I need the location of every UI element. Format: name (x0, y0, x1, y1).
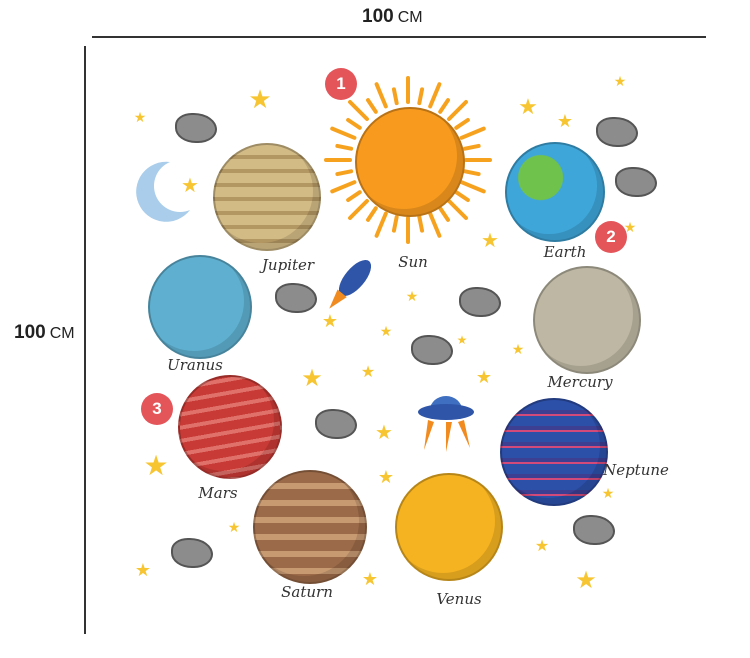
saturn-planet (253, 470, 367, 584)
star-icon: ★ (623, 220, 637, 236)
star-icon: ★ (518, 95, 538, 120)
height-dimension-line (84, 46, 86, 634)
star-icon: ★ (613, 74, 627, 90)
star-icon: ★ (556, 111, 574, 132)
star-icon: ★ (475, 367, 493, 388)
star-icon: ★ (360, 362, 376, 381)
star-icon: ★ (143, 449, 169, 482)
star-icon: ★ (181, 173, 199, 197)
mercury-label: Mercury (547, 373, 613, 391)
asteroid-icon (171, 538, 213, 568)
star-icon: ★ (133, 110, 147, 126)
asteroid-icon (459, 287, 501, 317)
star-icon: ★ (575, 566, 597, 594)
height-unit: CM (49, 325, 75, 342)
asteroid-icon (411, 335, 453, 365)
jupiter-planet (213, 143, 321, 251)
width-dimension-label: 100 CM (362, 6, 423, 28)
star-icon: ★ (134, 560, 152, 581)
star-icon: ★ (248, 85, 272, 115)
ufo-icon (418, 396, 474, 452)
mercury-planet (533, 266, 641, 374)
star-icon: ★ (301, 364, 323, 392)
width-unit: CM (397, 9, 423, 26)
star-icon: ★ (375, 420, 393, 444)
badge-1: 1 (325, 68, 357, 100)
height-dimension-label: 100 CM (14, 322, 75, 344)
moon-icon (136, 161, 190, 222)
width-dimension-line (92, 36, 706, 38)
star-icon: ★ (481, 228, 499, 252)
jupiter-label: Jupiter (261, 256, 315, 274)
star-icon: ★ (534, 536, 550, 555)
star-icon: ★ (379, 324, 393, 340)
venus-planet (395, 473, 503, 581)
asteroid-icon (275, 283, 317, 313)
venus-label: Venus (436, 590, 482, 608)
badge-3: 3 (141, 393, 173, 425)
sun-planet (355, 107, 465, 217)
neptune-label: Neptune (603, 461, 669, 479)
uranus-planet (148, 255, 252, 359)
asteroid-icon (596, 117, 638, 147)
rocket-icon (329, 259, 372, 309)
star-icon: ★ (601, 486, 615, 502)
asteroid-icon (573, 515, 615, 545)
earth-planet (505, 142, 605, 242)
mars-planet (178, 375, 282, 479)
star-icon: ★ (377, 467, 395, 488)
sun-label: Sun (398, 253, 428, 271)
star-icon: ★ (227, 520, 241, 536)
sun-rays-icon (324, 76, 492, 244)
width-value: 100 (362, 6, 394, 27)
saturn-label: Saturn (281, 583, 333, 601)
uranus-label: Uranus (167, 356, 223, 374)
star-icon: ★ (405, 289, 419, 305)
badge-2: 2 (595, 221, 627, 253)
asteroid-icon (615, 167, 657, 197)
asteroid-icon (315, 409, 357, 439)
mars-label: Mars (198, 484, 238, 502)
star-icon: ★ (511, 342, 525, 358)
star-icon: ★ (456, 333, 468, 347)
star-icon: ★ (361, 569, 379, 590)
neptune-planet (500, 398, 608, 506)
star-icon: ★ (321, 311, 339, 332)
asteroid-icon (175, 113, 217, 143)
earth-label: Earth (543, 243, 587, 261)
height-value: 100 (14, 322, 46, 343)
